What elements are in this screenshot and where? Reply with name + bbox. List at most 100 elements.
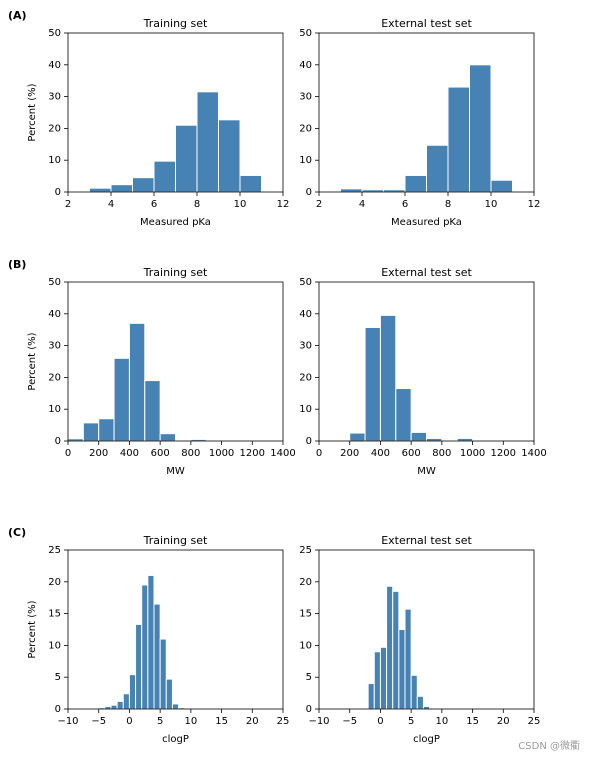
x-tick-label: 600 bbox=[151, 448, 170, 459]
bar bbox=[379, 646, 388, 710]
y-tick-label: 50 bbox=[48, 277, 61, 288]
y-tick-label: 0 bbox=[306, 704, 312, 715]
x-tick-label: −5 bbox=[91, 716, 106, 727]
x-tick-label: 0 bbox=[316, 448, 322, 459]
bar bbox=[349, 432, 366, 442]
x-tick-label: 4 bbox=[359, 199, 365, 210]
watermark: CSDN @微衢 bbox=[518, 739, 580, 752]
x-tick-label: 200 bbox=[89, 448, 108, 459]
x-axis-label: clogP bbox=[162, 734, 189, 745]
bar bbox=[147, 574, 155, 710]
x-tick-label: 10 bbox=[234, 199, 247, 210]
y-axis-label: Percent (%) bbox=[27, 332, 38, 390]
x-tick-label: −10 bbox=[308, 716, 329, 727]
x-tick-label: 10 bbox=[184, 716, 197, 727]
y-tick-label: 50 bbox=[299, 28, 312, 39]
y-tick-label: 10 bbox=[48, 155, 61, 166]
x-tick-label: 600 bbox=[402, 448, 421, 459]
y-tick-label: 20 bbox=[299, 577, 312, 588]
bar bbox=[340, 188, 363, 193]
y-tick-label: 40 bbox=[48, 60, 61, 71]
x-tick-label: 6 bbox=[151, 199, 157, 210]
x-tick-label: 15 bbox=[215, 716, 228, 727]
x-tick-label: 1000 bbox=[460, 448, 485, 459]
bar bbox=[469, 64, 492, 193]
chart-title: External test set bbox=[381, 266, 472, 279]
y-tick-label: 50 bbox=[48, 28, 61, 39]
y-tick-label: 0 bbox=[55, 187, 61, 198]
bar bbox=[122, 693, 130, 710]
y-tick-label: 30 bbox=[299, 92, 312, 103]
bar bbox=[398, 629, 406, 710]
x-tick-label: 12 bbox=[528, 199, 541, 210]
bar bbox=[367, 683, 375, 710]
bar bbox=[141, 584, 149, 710]
x-tick-label: 1200 bbox=[240, 448, 265, 459]
x-tick-label: 5 bbox=[157, 716, 163, 727]
bar bbox=[153, 603, 161, 710]
chart-title: Training set bbox=[143, 17, 208, 30]
chart-title: External test set bbox=[381, 17, 472, 30]
y-tick-label: 20 bbox=[48, 123, 61, 134]
y-tick-label: 25 bbox=[299, 545, 312, 556]
x-tick-label: 10 bbox=[435, 716, 448, 727]
x-tick-label: 800 bbox=[181, 448, 200, 459]
y-tick-label: 0 bbox=[306, 187, 312, 198]
axes-frame bbox=[318, 281, 535, 442]
x-tick-label: 20 bbox=[497, 716, 510, 727]
x-tick-label: 5 bbox=[408, 716, 414, 727]
x-tick-label: 2 bbox=[65, 199, 71, 210]
x-axis-label: Measured pKa bbox=[391, 217, 462, 228]
x-tick-label: 8 bbox=[194, 199, 200, 210]
y-axis-label: Percent (%) bbox=[27, 83, 38, 141]
bar bbox=[386, 585, 394, 710]
y-tick-label: 30 bbox=[299, 341, 312, 352]
x-tick-label: 15 bbox=[466, 716, 479, 727]
y-tick-label: 0 bbox=[55, 704, 61, 715]
x-tick-label: −5 bbox=[342, 716, 357, 727]
y-tick-label: 40 bbox=[299, 60, 312, 71]
bar bbox=[395, 388, 412, 442]
y-tick-label: 20 bbox=[48, 577, 61, 588]
bar bbox=[218, 119, 241, 193]
panel-label: (A) bbox=[8, 9, 27, 22]
axes-frame bbox=[67, 32, 284, 193]
y-tick-label: 5 bbox=[55, 672, 61, 683]
bar bbox=[116, 700, 124, 710]
chart-title: Training set bbox=[143, 266, 208, 279]
x-tick-label: 1000 bbox=[209, 448, 234, 459]
y-tick-label: 30 bbox=[48, 92, 61, 103]
y-tick-label: 20 bbox=[299, 372, 312, 383]
bar bbox=[165, 678, 173, 710]
y-tick-label: 20 bbox=[299, 123, 312, 134]
bar bbox=[135, 623, 143, 710]
y-tick-label: 15 bbox=[299, 609, 312, 620]
y-tick-label: 15 bbox=[48, 609, 61, 620]
x-tick-label: 25 bbox=[277, 716, 290, 727]
x-tick-label: 0 bbox=[377, 716, 383, 727]
x-tick-label: 2 bbox=[316, 199, 322, 210]
x-tick-label: 1400 bbox=[521, 448, 546, 459]
x-tick-label: 10 bbox=[485, 199, 498, 210]
bar bbox=[410, 431, 427, 442]
bar bbox=[404, 174, 427, 193]
y-tick-label: 50 bbox=[299, 277, 312, 288]
bar bbox=[373, 651, 381, 710]
axes-frame bbox=[318, 32, 535, 193]
bar bbox=[89, 187, 112, 193]
x-axis-label: clogP bbox=[413, 734, 440, 745]
x-tick-label: 8 bbox=[445, 199, 451, 210]
bar bbox=[128, 322, 146, 442]
y-tick-label: 10 bbox=[299, 155, 312, 166]
y-tick-label: 40 bbox=[48, 309, 61, 320]
y-tick-label: 30 bbox=[48, 341, 61, 352]
y-tick-label: 40 bbox=[299, 309, 312, 320]
bar bbox=[416, 695, 424, 710]
x-tick-label: 20 bbox=[246, 716, 259, 727]
bar bbox=[410, 674, 418, 710]
x-tick-label: −10 bbox=[57, 716, 78, 727]
bar bbox=[175, 124, 198, 193]
x-tick-label: 1200 bbox=[491, 448, 516, 459]
x-tick-label: 6 bbox=[402, 199, 408, 210]
